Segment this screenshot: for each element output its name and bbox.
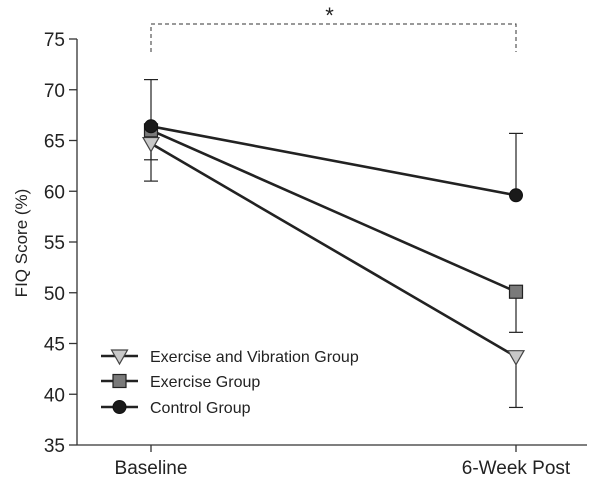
significance-star: *	[325, 3, 334, 28]
marker-triangle	[141, 136, 161, 153]
marker-square	[508, 284, 524, 299]
marker-triangle	[506, 350, 526, 366]
series-line-exercise-and-vibration-group	[150, 142, 517, 358]
y-axis-title: FIQ Score (%)	[12, 189, 31, 298]
significance-bracket: *	[150, 3, 517, 52]
marker-circle	[112, 400, 127, 414]
legend-label: Control Group	[150, 400, 251, 417]
y-tick-label: 75	[44, 30, 65, 51]
x-tick-label: Baseline	[115, 458, 188, 479]
legend-label: Exercise and Vibration Group	[150, 349, 359, 366]
marker-square	[112, 373, 127, 389]
x-tick-label: 6-Week Post	[462, 458, 571, 479]
error-bars-exercise-and-vibration-group	[144, 143, 523, 409]
marker-circle	[509, 188, 523, 203]
y-ticks: 35 40 45 50 55 60 65 70 75	[44, 30, 77, 457]
marker-triangle	[110, 349, 129, 366]
y-tick-label: 60	[44, 182, 65, 203]
y-tick-label: 55	[44, 233, 65, 254]
y-tick-label: 70	[44, 81, 65, 102]
legend-item: Control Group	[101, 400, 251, 417]
x-ticks: Baseline 6-Week Post	[115, 445, 571, 479]
y-tick-label: 45	[44, 335, 65, 356]
legend-item: Exercise and Vibration Group	[101, 349, 359, 366]
marker-circle	[144, 119, 158, 134]
bracket-line	[150, 23, 517, 52]
legend: Exercise and Vibration Group Exercise Gro…	[101, 349, 359, 417]
legend-label: Exercise Group	[150, 374, 260, 391]
series-line-exercise-group	[150, 129, 517, 293]
y-tick-label: 65	[44, 132, 65, 153]
error-bars-control-group	[144, 78, 523, 196]
y-tick-label: 40	[44, 385, 65, 406]
series-line-control-group	[150, 125, 517, 197]
y-tick-label: 50	[44, 284, 65, 305]
legend-item: Exercise Group	[101, 373, 260, 391]
series-layer	[141, 78, 526, 409]
y-tick-label: 35	[44, 436, 65, 457]
